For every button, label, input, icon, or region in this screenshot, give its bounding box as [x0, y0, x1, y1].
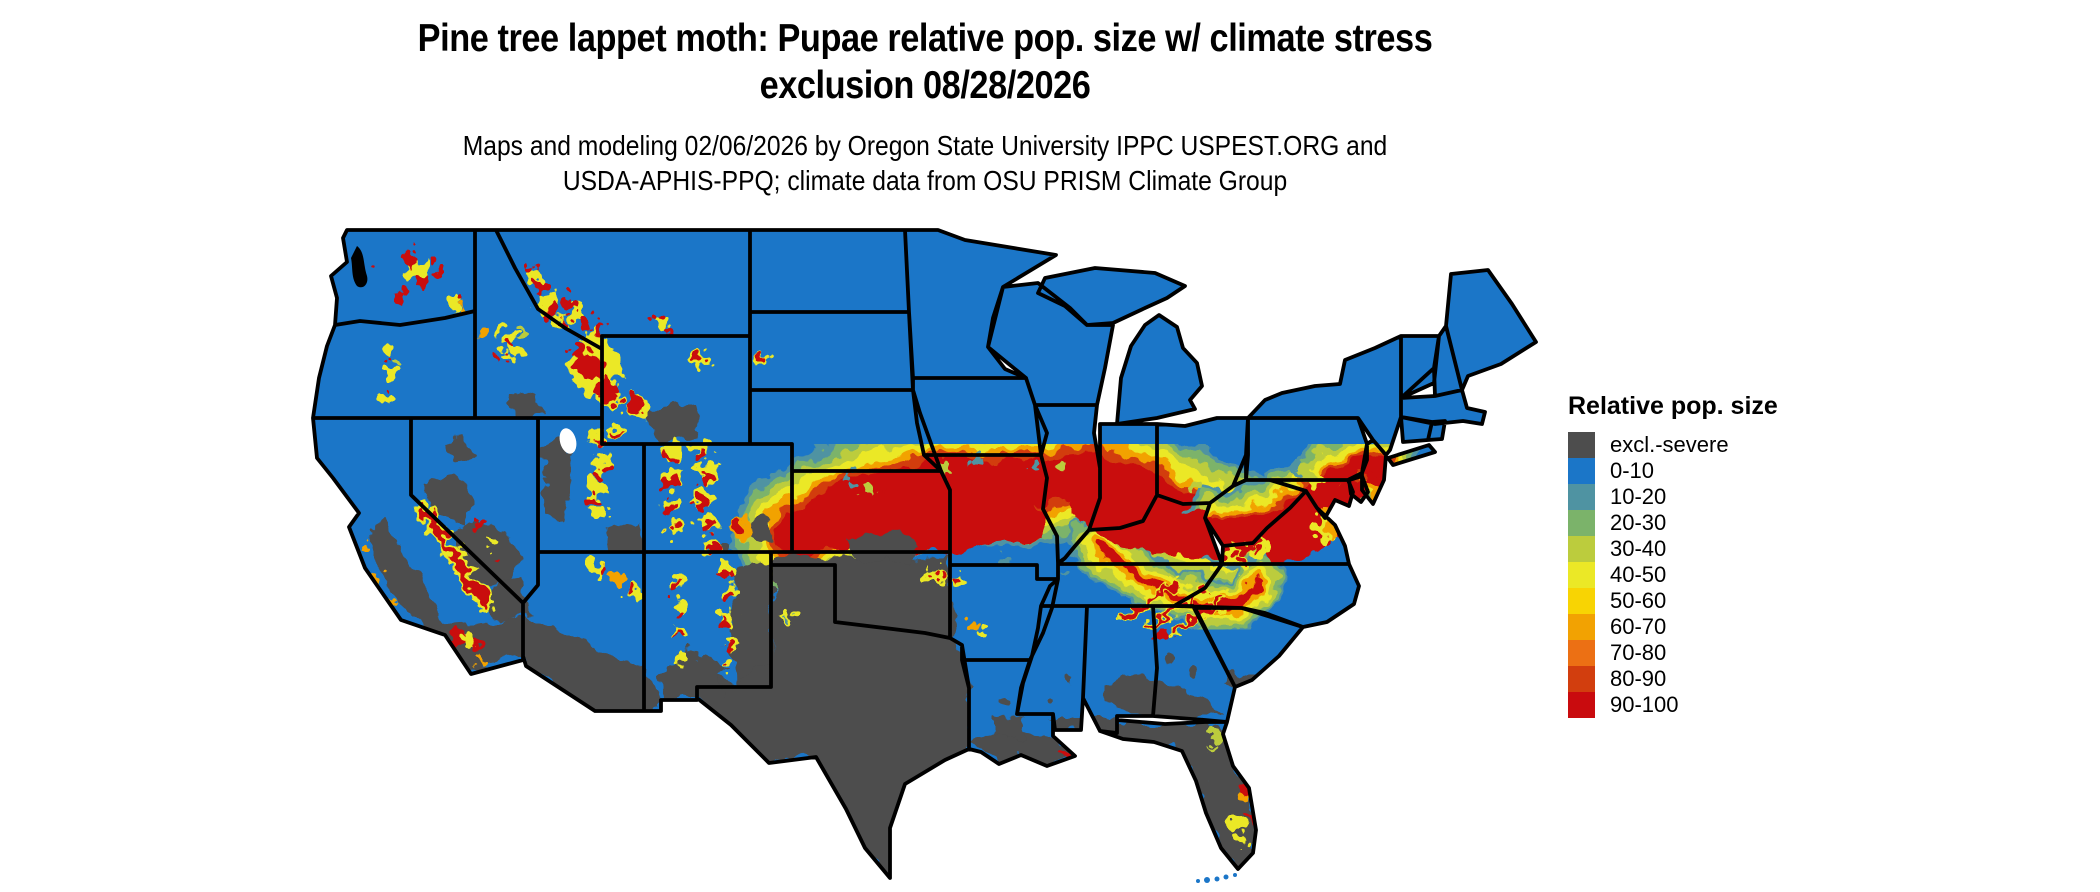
legend-label: 30-40 — [1610, 536, 1667, 561]
excluded-severe-layer — [369, 393, 1256, 876]
legend-row: 0-10 — [1568, 458, 1778, 484]
legend-label: 70-80 — [1610, 640, 1667, 665]
map-subtitle: Maps and modeling 02/06/2026 by Oregon S… — [379, 128, 1470, 198]
legend-label: 80-90 — [1610, 666, 1667, 691]
legend-label: 60-70 — [1610, 614, 1667, 639]
legend-swatch-30-40 — [1568, 536, 1595, 562]
map-subtitle-line1: Maps and modeling 02/06/2026 by Oregon S… — [462, 129, 1388, 161]
legend-row: 40-50 — [1568, 562, 1778, 588]
map-title-line2: exclusion 08/28/2026 — [759, 63, 1091, 107]
us-map — [305, 228, 1545, 890]
legend-row: 20-30 — [1568, 510, 1778, 536]
legend-swatch-60-70 — [1568, 614, 1595, 640]
legend-row: excl.-severe — [1568, 432, 1778, 458]
great-salt-lake — [559, 428, 577, 454]
legend-swatch-70-80 — [1568, 640, 1595, 666]
legend-swatch-20-30 — [1568, 510, 1595, 536]
legend-label: 10-20 — [1610, 484, 1667, 509]
legend-swatch-80-90 — [1568, 666, 1595, 692]
map-title: Pine tree lappet moth: Pupae relative po… — [379, 16, 1470, 110]
legend-row: 30-40 — [1568, 536, 1778, 562]
legend-swatch-excl-severe — [1568, 432, 1595, 458]
legend-swatch-40-50 — [1568, 562, 1595, 588]
legend-label: excl.-severe — [1610, 432, 1729, 457]
legend-label: 0-10 — [1610, 458, 1655, 483]
legend-label: 40-50 — [1610, 562, 1667, 587]
legend-row: 90-100 — [1568, 692, 1778, 718]
legend-label: 20-30 — [1610, 510, 1667, 535]
legend-swatch-90-100 — [1568, 692, 1595, 718]
legend-label: 50-60 — [1610, 588, 1667, 613]
map-title-line1: Pine tree lappet moth: Pupae relative po… — [417, 17, 1433, 60]
legend-row: 50-60 — [1568, 588, 1778, 614]
legend-label: 90-100 — [1610, 692, 1679, 717]
legend-row: 60-70 — [1568, 614, 1778, 640]
legend-title: Relative pop. size — [1568, 392, 1778, 420]
legend-row: 70-80 — [1568, 640, 1778, 666]
map-header: Pine tree lappet moth: Pupae relative po… — [379, 16, 1470, 198]
legend: Relative pop. size excl.-severe 0-10 10-… — [1568, 392, 1778, 718]
legend-swatch-10-20 — [1568, 484, 1595, 510]
florida-keys — [1196, 873, 1237, 883]
us-map-svg — [311, 228, 1538, 883]
map-subtitle-line2: USDA-APHIS-PPQ; climate data from OSU PR… — [562, 164, 1288, 196]
map-raster-layers — [313, 230, 1536, 878]
puget-sound-inlets — [351, 246, 368, 288]
legend-swatch-0-10 — [1568, 458, 1595, 484]
legend-row: 80-90 — [1568, 666, 1778, 692]
legend-row: 10-20 — [1568, 484, 1778, 510]
legend-swatch-50-60 — [1568, 588, 1595, 614]
